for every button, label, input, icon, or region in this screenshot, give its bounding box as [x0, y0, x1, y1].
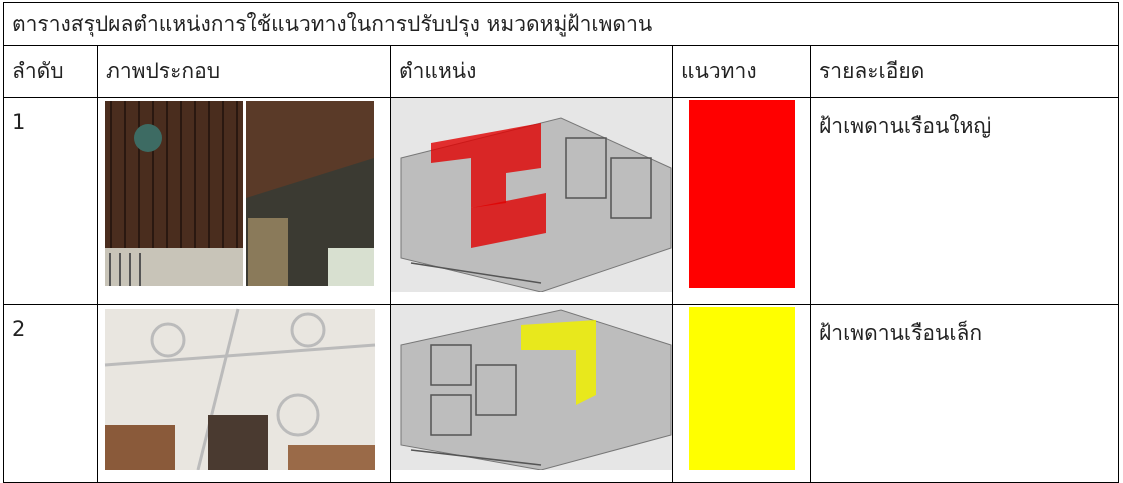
photo-cell — [97, 97, 391, 305]
location-render — [391, 305, 672, 470]
row-number: 1 — [3, 97, 98, 305]
location-cell — [390, 97, 673, 305]
guideline-color — [688, 100, 795, 288]
header-cell: รายละเอียด — [809, 45, 1120, 98]
guideline-color — [688, 307, 795, 470]
location-cell — [390, 304, 673, 483]
header-cell: แนวทาง — [672, 45, 811, 98]
photo — [104, 308, 376, 470]
guideline-cell — [672, 304, 811, 483]
photo — [105, 101, 374, 286]
row-number: 2 — [3, 304, 98, 483]
header-cell: ภาพประกอบ — [97, 45, 391, 98]
table-title: ตารางสรุปผลตำแหน่งการใช้แนวทางในการปรับป… — [2, 2, 1120, 46]
detail: ฝ้าเพดานเรือนเล็ก — [809, 304, 1120, 483]
guideline-cell — [672, 97, 811, 305]
detail: ฝ้าเพดานเรือนใหญ่ — [809, 97, 1120, 305]
header-cell: ตำแหน่ง — [390, 45, 673, 98]
header-cell: ลำดับ — [3, 45, 98, 98]
photo-cell — [97, 304, 391, 483]
location-render — [391, 98, 672, 292]
